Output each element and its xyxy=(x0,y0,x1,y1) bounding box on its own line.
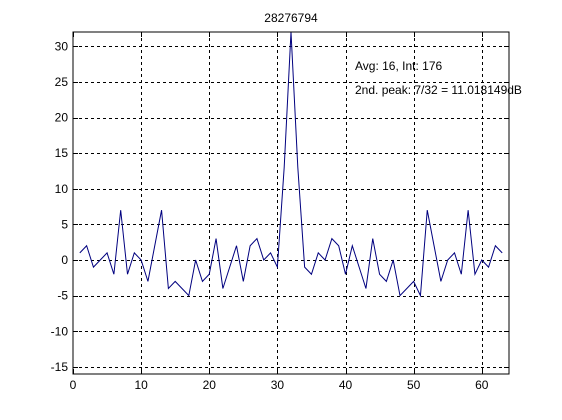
chart-title: 28276794 xyxy=(264,11,318,25)
grid xyxy=(73,32,509,374)
ticks-layer: 0 10 20 30 40 50 60 -15 -10 -5 0 5 10 15 20 25 30 xyxy=(51,32,509,392)
y-tick-label: 25 xyxy=(55,75,69,89)
y-tick-label: -15 xyxy=(51,360,69,374)
plot-background xyxy=(73,32,509,374)
y-tick-label: 10 xyxy=(55,182,69,196)
x-tick-label: 50 xyxy=(407,378,421,392)
annotation-second-peak: 2nd. peak: 7/32 = 11.018149dB xyxy=(355,83,522,97)
y-tick-label: 30 xyxy=(55,39,69,53)
y-tick-label: 5 xyxy=(61,217,68,231)
x-tick-label: 20 xyxy=(203,378,217,392)
x-tick-label: 60 xyxy=(475,378,489,392)
y-tick-label: 0 xyxy=(61,253,68,267)
x-tick-label: 10 xyxy=(134,378,148,392)
x-tick-label: 0 xyxy=(70,378,77,392)
series-layer xyxy=(79,32,503,298)
y-tick-label: -10 xyxy=(51,324,69,338)
y-tick-label: 15 xyxy=(55,146,69,160)
annotation-avg-int: Avg: 16, Int: 176 xyxy=(355,59,443,73)
x-tick-label: 30 xyxy=(271,378,285,392)
series-line-1 xyxy=(79,32,503,298)
plot-frame xyxy=(72,31,510,375)
y-tick-label: 20 xyxy=(55,111,69,125)
x-tick-label: 40 xyxy=(339,378,353,392)
y-tick-label: -5 xyxy=(57,289,68,303)
plot-area: 0 10 20 30 40 50 60 -15 -10 -5 0 5 10 15 20 25 30 xyxy=(51,31,510,392)
